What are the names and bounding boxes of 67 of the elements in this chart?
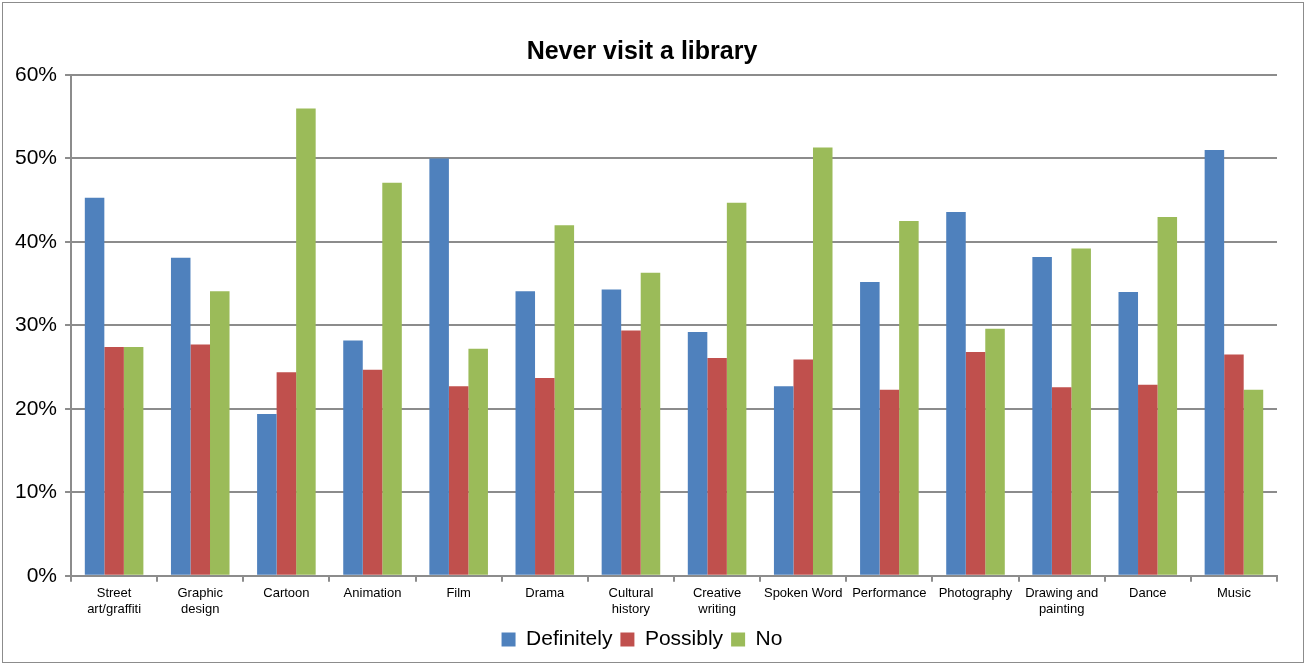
bar — [257, 413, 277, 575]
bar — [276, 372, 297, 575]
bar — [687, 332, 708, 575]
bar — [640, 272, 661, 575]
bar — [468, 348, 488, 575]
bar — [1118, 292, 1139, 575]
x-tick-label: Spoken Word — [763, 585, 843, 601]
bar — [1032, 256, 1052, 575]
bar — [296, 108, 316, 575]
x-tick-label: Drawing and painting — [1025, 585, 1099, 616]
x-tick-label: Performance — [852, 585, 927, 601]
bar — [860, 282, 880, 575]
x-tick-label: Animation — [343, 585, 402, 601]
bar — [1224, 354, 1244, 575]
bar — [726, 202, 747, 575]
bar — [123, 347, 144, 575]
bar — [773, 386, 794, 575]
x-tick-label: Drama — [525, 585, 566, 601]
bar — [554, 225, 575, 575]
bar — [1051, 387, 1072, 575]
chart-title: Never visit a library — [526, 35, 758, 64]
y-tick-label: 0% — [26, 562, 58, 586]
bar — [879, 389, 900, 575]
bar — [104, 347, 124, 575]
x-tick-label: Creative writing — [692, 585, 742, 616]
x-tick-label: Dance — [1129, 585, 1167, 601]
bar — [1157, 216, 1178, 575]
bar — [1204, 150, 1225, 575]
x-tick-label: Cultural history — [608, 585, 654, 616]
bar — [448, 386, 469, 575]
x-tick-label: Film — [446, 585, 471, 601]
bar — [1138, 384, 1158, 575]
y-tick-label: 60% — [15, 61, 58, 85]
bar — [965, 352, 986, 575]
bar — [343, 340, 363, 575]
bar — [515, 291, 536, 575]
bar — [793, 359, 813, 575]
bar — [1071, 248, 1091, 575]
bar — [429, 158, 449, 575]
x-tick-label: Photography — [938, 585, 1013, 601]
bar — [535, 377, 555, 575]
bar — [1243, 389, 1264, 575]
bar — [812, 147, 833, 575]
bar — [210, 291, 230, 575]
bar — [621, 330, 641, 575]
x-tick-label: Cartoon — [263, 585, 310, 601]
bar — [382, 182, 402, 575]
bar — [84, 197, 105, 575]
bar — [362, 369, 383, 575]
bar — [899, 221, 919, 575]
x-tick-label: Street art/graffiti — [87, 585, 142, 616]
legend-label: Possibly — [644, 626, 724, 650]
y-tick-label: 20% — [15, 395, 58, 419]
bar — [707, 357, 727, 575]
x-tick-label: Graphic design — [177, 585, 224, 616]
y-tick-label: 50% — [15, 145, 58, 169]
y-tick-label: 40% — [15, 228, 58, 252]
bar — [946, 211, 966, 575]
bar — [170, 257, 191, 575]
x-tick-label: Music — [1216, 585, 1252, 601]
legend-label: No — [755, 626, 783, 650]
legend-label: Definitely — [526, 626, 613, 650]
y-tick-label: 10% — [15, 479, 58, 503]
bar — [190, 344, 210, 575]
y-tick-label: 30% — [15, 312, 58, 336]
bar — [985, 328, 1005, 575]
bar — [601, 289, 622, 575]
